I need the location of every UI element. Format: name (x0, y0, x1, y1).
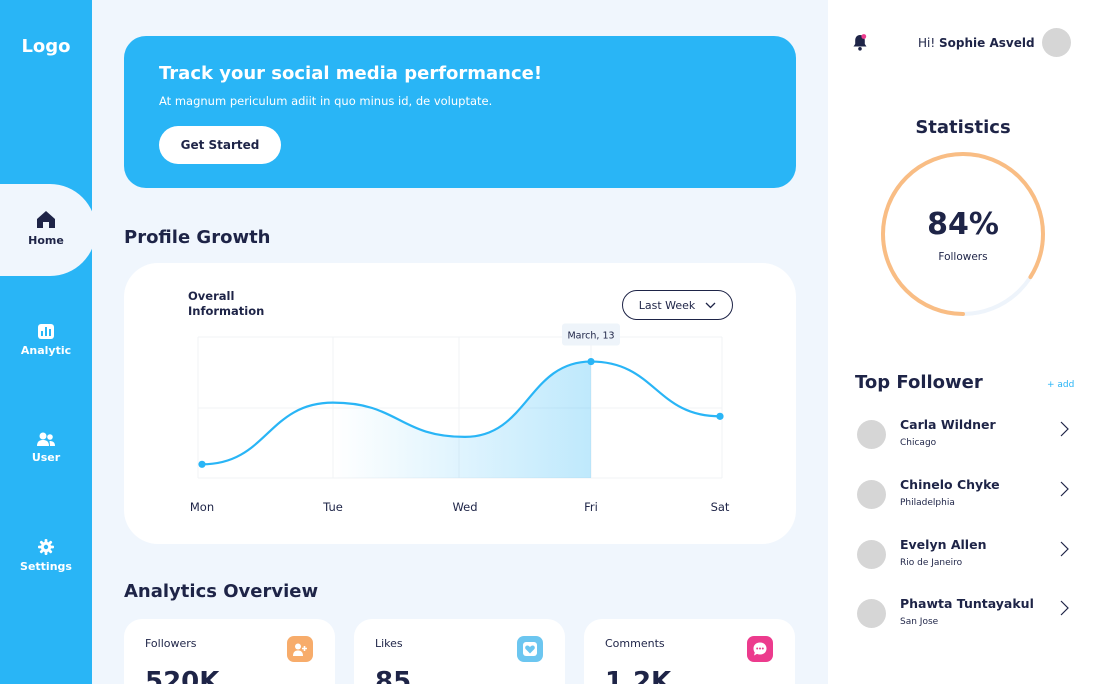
top-follower-title: Top Follower (855, 372, 983, 393)
period-dropdown[interactable]: Last Week (622, 290, 733, 320)
greeting-prefix: Hi! (918, 36, 936, 50)
likes-card[interactable]: Likes 85 (354, 619, 565, 684)
chart-card: Overall Information Last Week March, 13 M… (124, 263, 796, 544)
home-icon (37, 211, 55, 228)
bell-icon (853, 34, 867, 51)
chevron-right-icon (1060, 600, 1069, 616)
x-tick-label: Tue (322, 500, 343, 514)
dropdown-value: Last Week (638, 298, 696, 312)
follower-name: Chinelo Chyke (900, 477, 1000, 492)
stat-value: 1.2K (605, 667, 672, 684)
follower-name: Carla Wildner (900, 417, 996, 432)
x-tick-label: Fri (584, 500, 598, 514)
follower-item[interactable]: Chinelo Chyke Philadelphia (828, 477, 1095, 527)
hero-subtitle: At magnum periculum adiit in quo minus i… (159, 94, 493, 108)
comments-card[interactable]: Comments 1.2K (584, 619, 795, 684)
stat-label: Followers (938, 251, 988, 263)
follower-name: Evelyn Allen (900, 537, 987, 552)
follower-city: Rio de Janeiro (900, 558, 963, 568)
chart-title: Overall Information (188, 289, 265, 318)
follower-city: San Jose (900, 617, 939, 627)
followers-progress-ring (881, 152, 1045, 316)
get-started-button[interactable]: Get Started (159, 126, 281, 164)
follower-item[interactable]: Carla Wildner Chicago (828, 417, 1095, 467)
tooltip-box (562, 323, 620, 346)
stat-label: Followers (145, 637, 197, 650)
sidebar-item-label: User (31, 451, 61, 464)
sidebar-item-home[interactable]: Home (0, 210, 92, 247)
x-tick-label: Sat (711, 500, 730, 514)
heart-icon (517, 636, 543, 662)
data-point (587, 357, 595, 366)
analytics-overview-title: Analytics Overview (124, 581, 319, 602)
hero-title: Track your social media performance! (159, 63, 543, 84)
data-point (198, 460, 206, 468)
data-point (716, 412, 724, 420)
nav-active-indicator (0, 184, 96, 276)
chevron-right-icon (1060, 421, 1069, 437)
sidebar-item-user[interactable]: User (0, 432, 92, 464)
sidebar-item-settings[interactable]: Settings (0, 539, 92, 573)
follower-city: Philadelphia (900, 498, 955, 508)
tooltip-label: March, 13 (567, 331, 614, 342)
sidebar-item-analytic[interactable]: Analytic (0, 324, 92, 357)
sidebar-item-label: Settings (20, 560, 72, 573)
add-follower-link[interactable]: + add (1047, 380, 1075, 390)
highlight-area (333, 361, 591, 478)
chat-icon (747, 636, 773, 662)
users-icon (37, 432, 55, 446)
stat-label: Comments (605, 637, 665, 650)
sidebar: Logo Home Analytic User (0, 0, 96, 684)
x-tick-label: Mon (190, 500, 214, 514)
follower-name: Phawta Tuntayakul (900, 596, 1034, 611)
followers-card[interactable]: Followers 520K (124, 619, 335, 684)
series-line (201, 360, 721, 466)
user-plus-icon (287, 636, 313, 662)
stat-value: 520K (145, 667, 220, 684)
stat-percentage: 84% (927, 207, 999, 242)
avatar (857, 480, 886, 509)
logo[interactable]: Logo (21, 36, 71, 57)
profile-growth-title: Profile Growth (124, 227, 271, 248)
stat-value: 85 (375, 667, 412, 684)
statistics-title: Statistics (915, 117, 1011, 138)
avatar (857, 420, 886, 449)
avatar (857, 599, 886, 628)
chevron-right-icon (1060, 481, 1069, 497)
chevron-down-icon (705, 302, 716, 308)
sidebar-item-label: Home (28, 234, 64, 247)
line-chart: March, 13 Mon Tue Wed Fri Sat (190, 323, 730, 514)
follower-city: Chicago (900, 438, 937, 448)
follower-item[interactable]: Evelyn Allen Rio de Janeiro (828, 537, 1095, 587)
hero-banner: Track your social media performance! At … (124, 36, 796, 188)
follower-item[interactable]: Phawta Tuntayakul San Jose (828, 596, 1095, 646)
chevron-right-icon (1060, 541, 1069, 557)
user-name: Sophie Asveld (939, 36, 1035, 50)
greeting: Hi! Sophie Asveld (918, 36, 1035, 50)
x-tick-label: Wed (452, 500, 477, 514)
right-panel: Hi! Sophie Asveld Statistics 84% Followe… (828, 0, 1095, 684)
gear-icon (38, 539, 54, 555)
avatar (857, 540, 886, 569)
bar-chart-icon (38, 324, 54, 339)
sidebar-item-label: Analytic (20, 344, 72, 357)
user-avatar[interactable] (1042, 28, 1071, 57)
notification-bell[interactable] (852, 33, 868, 55)
stat-label: Likes (375, 637, 403, 650)
